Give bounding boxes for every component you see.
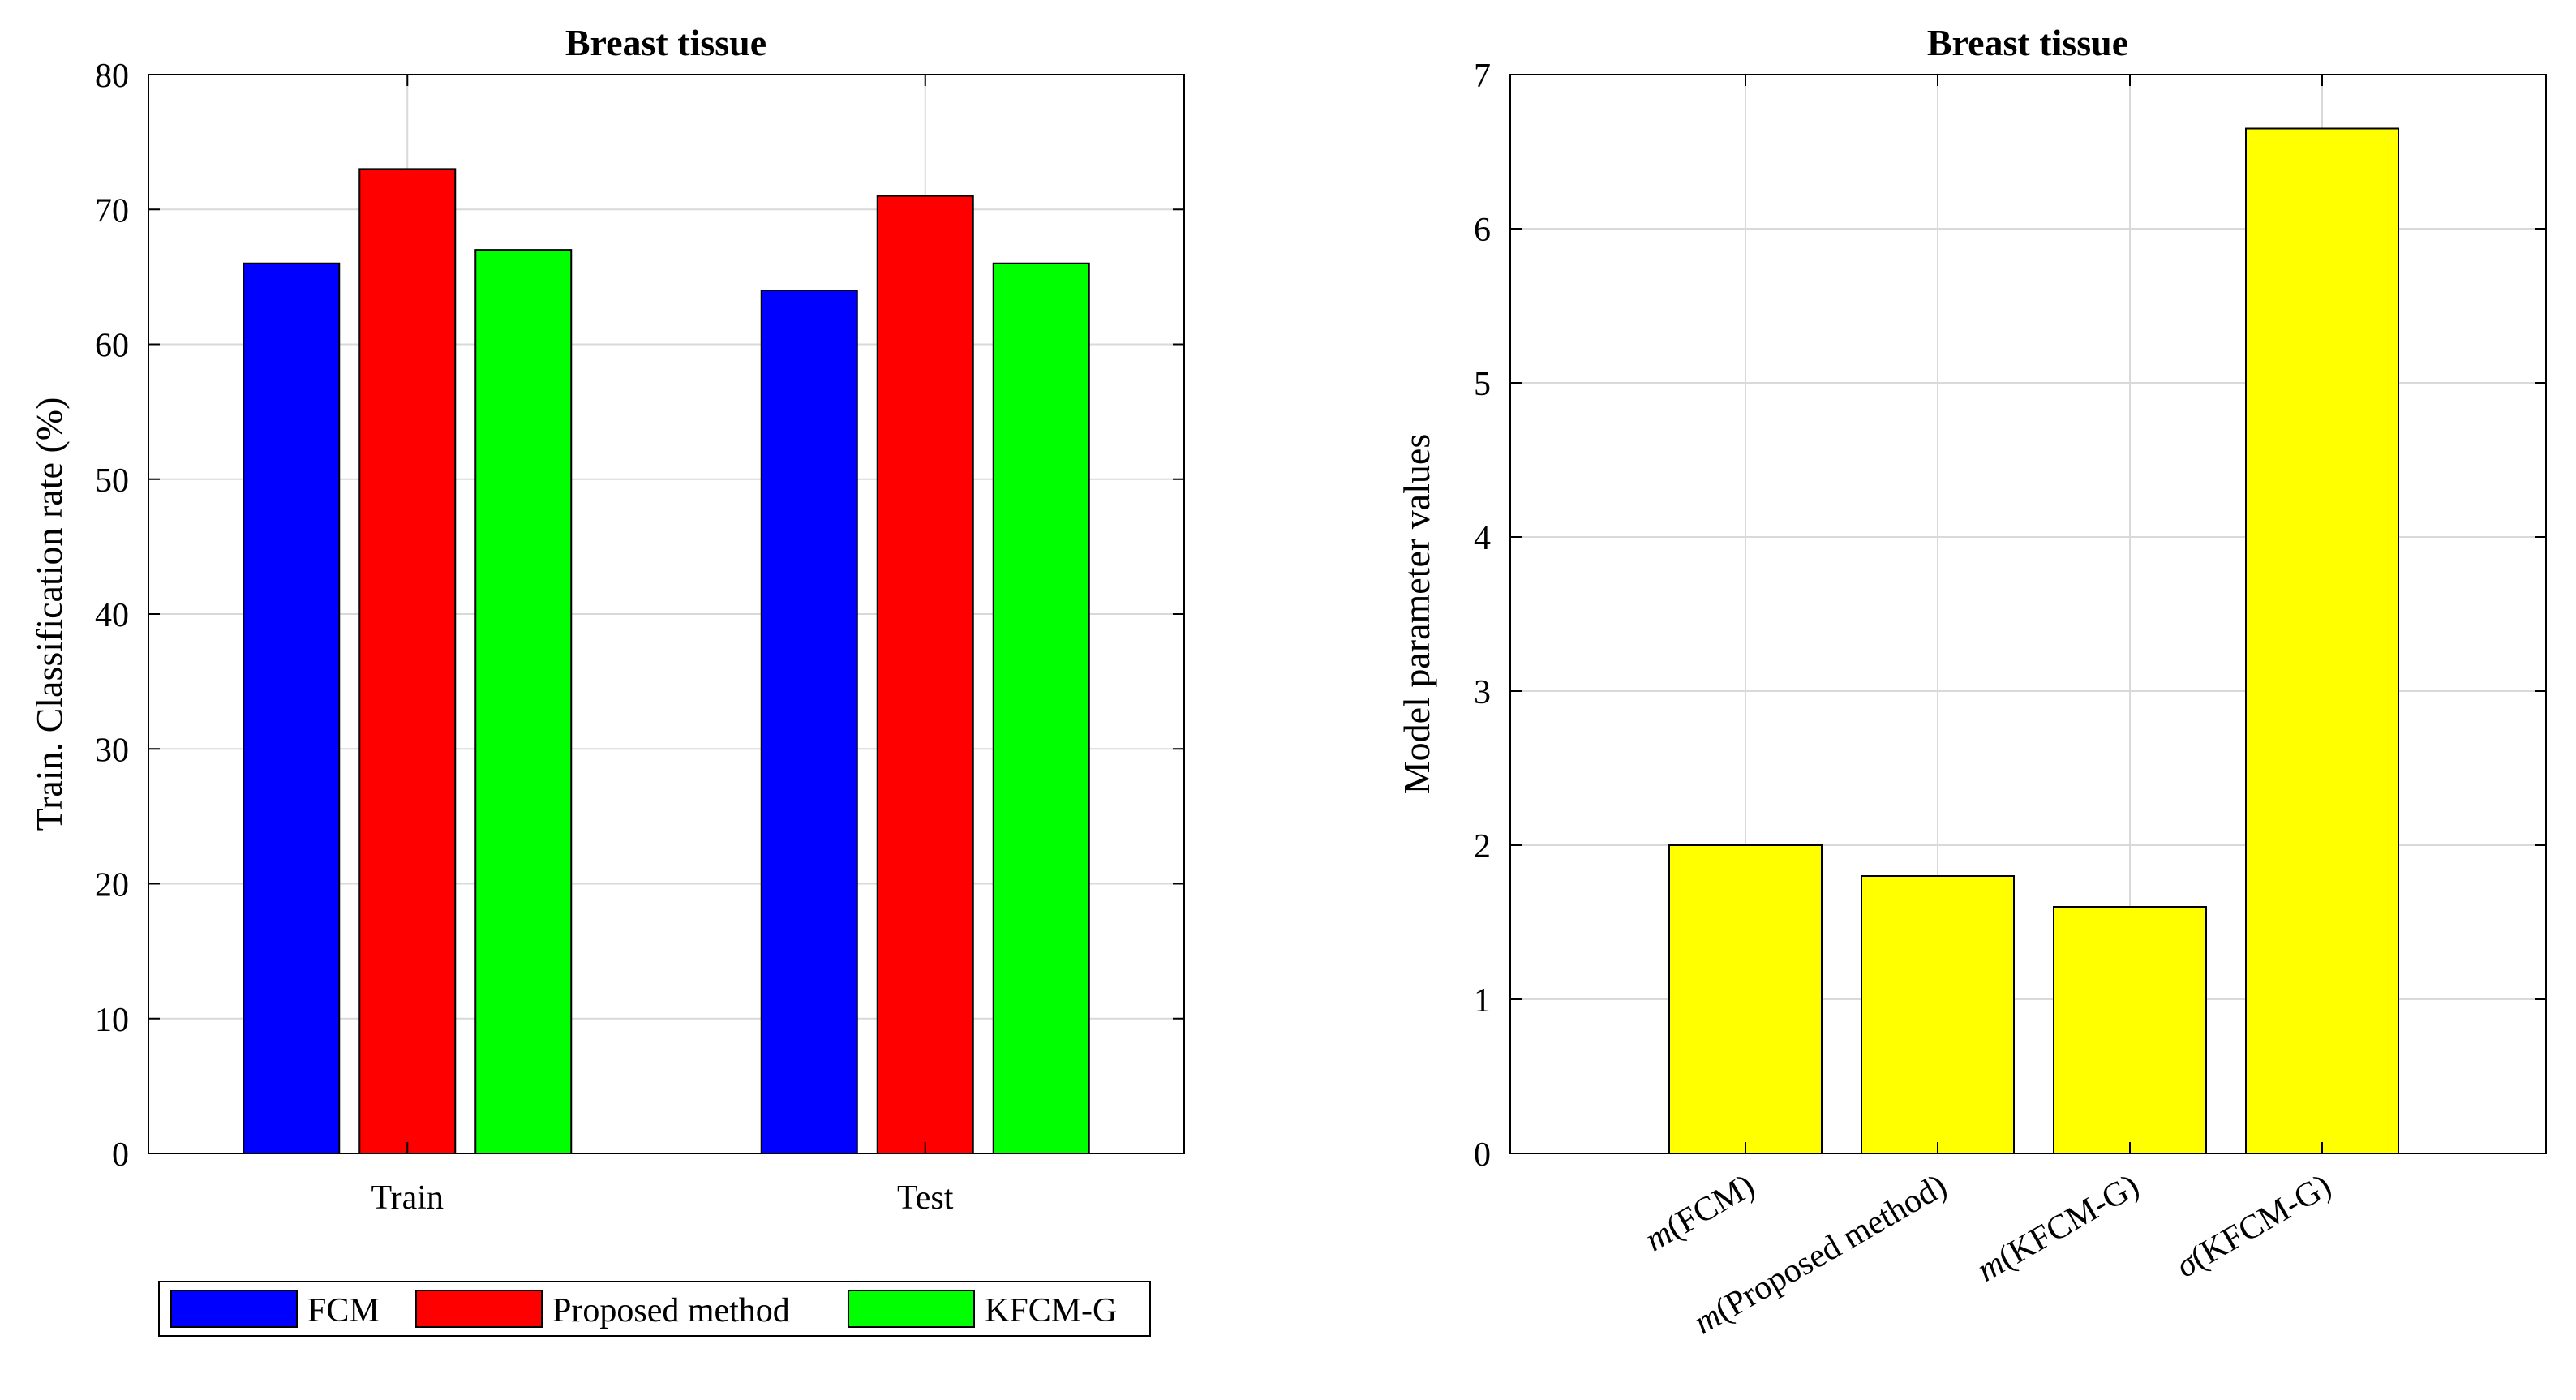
y-axis-label: Model parameter values — [1396, 434, 1437, 794]
x-tick-label-text: (KFCM-G) — [2184, 1167, 2338, 1278]
bar-m-proposed-method — [1861, 875, 2015, 1154]
bar-kfcm-g-test — [992, 262, 1090, 1154]
x-tick-label: Test — [897, 1179, 954, 1217]
y-axis-label: Train. Classification rate (%) — [28, 397, 70, 831]
y-tick-label: 70 — [95, 192, 129, 230]
legend-label-proposed-method: Proposed method — [552, 1292, 790, 1329]
bar-proposed-method-test — [876, 195, 974, 1154]
y-tick-label: 7 — [1474, 58, 1491, 95]
legend-label-kfcm-g: KFCM-G — [985, 1292, 1117, 1329]
x-tick-label: Train — [371, 1179, 444, 1217]
legend-swatch-kfcm-g — [848, 1290, 975, 1328]
y-tick-label: 0 — [112, 1136, 129, 1174]
plot-frame — [1509, 74, 2547, 1154]
legend-box — [158, 1281, 1151, 1337]
y-tick-label: 60 — [95, 328, 129, 365]
bar-sigma-kfcm-g — [2245, 127, 2399, 1154]
y-tick-label: 6 — [1474, 212, 1491, 249]
x-tick-label: σ(KFCM-G) — [2170, 1167, 2338, 1286]
y-tick-label: 20 — [95, 867, 129, 904]
bar-m-kfcm-g — [2053, 906, 2207, 1154]
bars — [243, 168, 1090, 1154]
x-tick-label-text: (FCM) — [1660, 1167, 1761, 1247]
y-tick-label: 30 — [95, 732, 129, 769]
chart-title: Breast tissue — [565, 22, 766, 63]
y-tick-label: 3 — [1474, 674, 1491, 711]
bar-fcm-train — [243, 262, 341, 1154]
chart-classification-rate: 0 10 20 30 40 50 60 70 80 Train Test Breast tissue… — [28, 22, 1185, 1337]
x-tick-label: m(KFCM-G) — [1971, 1167, 2145, 1290]
legend: FCM Proposed method KFCM-G — [158, 1281, 1151, 1337]
y-tick-label: 4 — [1474, 520, 1491, 557]
y-tick-label: 2 — [1474, 828, 1491, 865]
y-tick-label: 1 — [1474, 982, 1491, 1020]
chart-title: Breast tissue — [1927, 22, 2128, 63]
bar-m-fcm — [1668, 844, 1823, 1154]
legend-swatch-fcm — [170, 1290, 298, 1328]
x-tick-label: m(FCM) — [1639, 1167, 1761, 1259]
y-tick-label: 5 — [1474, 366, 1491, 403]
bar-fcm-test — [760, 290, 858, 1154]
y-tick-label: 40 — [95, 597, 129, 634]
y-tick-label: 10 — [95, 1002, 129, 1039]
y-tick-label: 50 — [95, 462, 129, 500]
bar-proposed-method-train — [358, 168, 457, 1154]
axis-ticks: 0 10 20 30 40 50 60 70 80 Train Test — [95, 58, 1184, 1217]
legend-swatch-proposed-method — [415, 1290, 543, 1328]
bar-kfcm-g-train — [474, 249, 573, 1154]
y-tick-label: 0 — [1474, 1136, 1491, 1174]
y-tick-label: 80 — [95, 58, 129, 95]
x-tick-label-text: (KFCM-G) — [1992, 1167, 2145, 1278]
legend-label-fcm: FCM — [307, 1292, 380, 1329]
